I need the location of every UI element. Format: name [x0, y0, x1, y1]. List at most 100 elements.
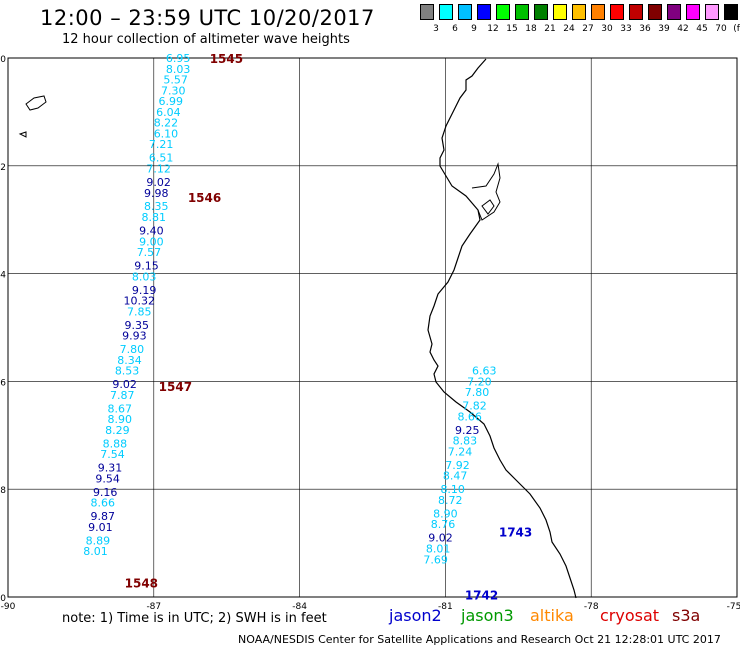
- legend-swatch: [477, 4, 491, 20]
- swh-value: 9.00: [139, 235, 164, 248]
- swh-value: 7.24: [448, 445, 473, 458]
- swh-value: 8.03: [132, 270, 157, 283]
- swh-value: 8.89: [86, 534, 111, 547]
- legend-label: 27: [582, 24, 594, 34]
- swh-value: 8.47: [443, 470, 468, 483]
- swh-value: 6.63: [472, 365, 497, 378]
- footnote: note: 1) Time is in UTC; 2) SWH is in fe…: [62, 611, 327, 626]
- satellite-altika: altika: [530, 606, 574, 625]
- legend-swatch: [705, 4, 719, 20]
- legend-label: 33: [620, 24, 632, 34]
- swh-value: 8.10: [440, 483, 465, 496]
- satellite-s3a: s3a: [672, 606, 701, 625]
- swh-value: 8.83: [453, 435, 478, 448]
- swh-value: 8.88: [103, 437, 128, 450]
- legend-label: 6: [452, 24, 458, 34]
- swh-value: 7.30: [161, 84, 186, 97]
- legend-swatch: [629, 4, 643, 20]
- swh-value: 8.67: [108, 402, 133, 415]
- legend-label: 30: [601, 24, 613, 34]
- swh-value: 8.76: [431, 518, 456, 531]
- swh-value: 9.93: [122, 330, 147, 343]
- swh-value: 7.20: [467, 375, 492, 388]
- swh-value: 9.19: [132, 284, 157, 297]
- x-tick-label: -87: [146, 602, 161, 612]
- legend-swatch: [553, 4, 567, 20]
- swh-value: 9.31: [98, 462, 123, 475]
- legend-label: (ft): [733, 24, 740, 34]
- swh-value: 6.95: [166, 52, 191, 65]
- satellite-cryosat: cryosat: [600, 606, 660, 625]
- swh-value: 8.66: [457, 410, 482, 423]
- swh-value: 7.69: [423, 553, 448, 566]
- swh-value: 7.85: [127, 305, 152, 318]
- swh-value: 9.16: [93, 486, 118, 499]
- y-tick-label: -2: [0, 163, 6, 173]
- swh-value: 9.15: [134, 260, 159, 273]
- pass-label: 1742: [465, 588, 498, 602]
- legend-swatch: [572, 4, 586, 20]
- swh-value: 7.54: [100, 448, 125, 461]
- swh-value: 9.01: [88, 521, 113, 534]
- pass-label: 1547: [159, 380, 192, 394]
- legend-swatch: [686, 4, 700, 20]
- legend-swatch: [496, 4, 510, 20]
- swh-value: 7.21: [149, 138, 174, 151]
- legend-label: 39: [658, 24, 670, 34]
- swh-value: 9.40: [139, 224, 164, 237]
- swh-value: 8.22: [154, 117, 179, 130]
- swh-value: 7.80: [465, 386, 490, 399]
- swh-value: 6.99: [159, 95, 184, 108]
- swh-value: 6.10: [154, 127, 179, 140]
- satellite-jason3: jason3: [461, 606, 514, 625]
- y-tick-label: -6: [0, 378, 6, 388]
- swh-value: 8.29: [105, 424, 130, 437]
- legend-label: 36: [639, 24, 651, 34]
- legend-swatch: [724, 4, 738, 20]
- swh-value: 8.35: [144, 200, 169, 213]
- credit-line: NOAA/NESDIS Center for Satellite Applica…: [238, 633, 721, 646]
- y-tick-label: 0: [0, 55, 6, 65]
- legend-label: 70: [715, 24, 727, 34]
- swh-value: 8.90: [433, 507, 458, 520]
- y-tick-label: -8: [0, 486, 6, 496]
- page-subtitle: 12 hour collection of altimeter wave hei…: [62, 32, 350, 47]
- swh-value: 8.66: [91, 497, 116, 510]
- swh-value: 8.90: [108, 413, 133, 426]
- legend-swatch: [515, 4, 529, 20]
- legend-label: 3: [433, 24, 439, 34]
- swh-value: 6.51: [149, 152, 174, 165]
- pass-label: 1546: [188, 191, 221, 205]
- x-tick-label: -81: [438, 602, 453, 612]
- legend-swatch: [648, 4, 662, 20]
- swh-value: 6.04: [156, 106, 181, 119]
- swh-value: 9.98: [144, 187, 169, 200]
- legend-swatch: [667, 4, 681, 20]
- pass-label: 1545: [210, 52, 243, 66]
- galapagos-island-1: [25, 95, 47, 111]
- swh-value: 7.80: [120, 343, 145, 356]
- legend-label: 45: [696, 24, 708, 34]
- swh-value: 9.54: [95, 472, 120, 485]
- swh-value: 9.25: [455, 424, 480, 437]
- legend-label: 12: [487, 24, 499, 34]
- land-coastline: [18, 58, 577, 599]
- pass-label: 1743: [499, 525, 532, 539]
- legend-label: 9: [471, 24, 477, 34]
- swh-value: 8.72: [438, 494, 463, 507]
- map-border: [7, 57, 738, 598]
- legend-swatch: [591, 4, 605, 20]
- swh-value: 8.34: [117, 354, 142, 367]
- y-tick-label: -4: [0, 271, 6, 281]
- pass-labels: 1545 1546 1547 1548 1743 1742: [125, 52, 533, 602]
- legend-swatch: [458, 4, 472, 20]
- swh-value: 8.03: [166, 63, 191, 76]
- swh-value: 7.92: [445, 459, 470, 472]
- swh-value: 7.82: [462, 400, 487, 413]
- page-title: 12:00 – 23:59 UTC 10/20/2017: [40, 6, 375, 30]
- galapagos-island-2: [18, 131, 27, 138]
- x-tick-label: -75: [727, 602, 740, 612]
- pass-label: 1548: [125, 577, 158, 591]
- satellite-jason2: jason2: [389, 606, 442, 625]
